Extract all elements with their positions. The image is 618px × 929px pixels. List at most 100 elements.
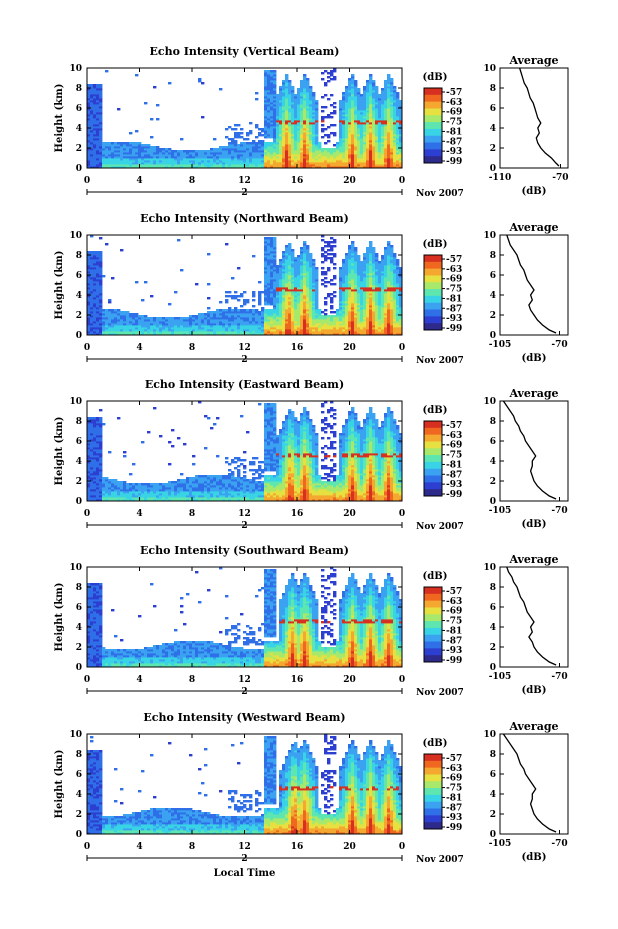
heatmap-cell (369, 74, 373, 77)
heatmap-cell (390, 112, 394, 115)
heatmap-cell (345, 158, 349, 161)
heatmap-cell (249, 132, 253, 135)
heatmap-cell (315, 142, 319, 145)
heatmap-cell (213, 158, 217, 161)
heatmap-cell (360, 166, 364, 169)
heatmap-cell (309, 158, 313, 161)
heatmap-cell (306, 136, 310, 139)
heatmap-cell (126, 164, 130, 167)
heatmap-cell (120, 156, 124, 159)
colorbar-swatch (424, 135, 442, 144)
heatmap-cell (297, 108, 301, 111)
heatmap-cell (267, 166, 271, 169)
heatmap-cell (306, 166, 310, 169)
heatmap-cell (387, 122, 391, 125)
heatmap-cell (339, 164, 343, 167)
heatmap-cell (267, 146, 271, 149)
heatmap-cell (141, 166, 145, 169)
heatmap-cell (339, 116, 343, 119)
heatmap-cell (96, 134, 100, 137)
heatmap-cell (267, 132, 271, 135)
heatmap-cell (87, 331, 91, 334)
heatmap-cell (309, 164, 313, 167)
colorbar-swatch (424, 156, 442, 164)
heatmap-cell (321, 136, 325, 139)
heatmap-cell (258, 291, 262, 294)
heatmap-cell (90, 333, 94, 336)
heatmap-cell (303, 148, 307, 151)
heatmap-cell (258, 150, 262, 153)
heatmap-cell (99, 146, 103, 149)
heatmap-cell (303, 154, 307, 157)
heatmap-cell (126, 160, 130, 163)
heatmap-cell (357, 102, 361, 105)
heatmap-cell (366, 84, 370, 87)
heatmap-cell (297, 134, 301, 137)
heatmap-cell (327, 257, 331, 260)
heatmap-cell (264, 154, 268, 157)
heatmap-cell (288, 122, 292, 125)
heatmap-cell (345, 134, 349, 137)
heatmap-cell (366, 156, 370, 159)
heatmap-cell (357, 128, 361, 131)
heatmap-cell (285, 110, 289, 113)
heatmap-cell (132, 162, 136, 165)
heatmap-cell (378, 152, 382, 155)
heatmap-cell (267, 122, 271, 125)
heatmap-cell (90, 317, 94, 320)
heatmap-cell (99, 289, 103, 292)
heatmap-cell (273, 118, 277, 121)
heatmap-cell (285, 102, 289, 105)
heatmap-cell (396, 132, 400, 135)
heatmap-cell (219, 154, 223, 157)
heatmap-cell (264, 88, 268, 91)
heatmap-cell (351, 154, 355, 157)
heatmap-cell (339, 136, 343, 139)
heatmap-cell (390, 78, 394, 81)
heatmap-cell (354, 118, 358, 121)
heatmap-cell (129, 158, 133, 161)
heatmap-cell (369, 76, 373, 79)
heatmap-cell (381, 112, 385, 115)
heatmap-cell (144, 158, 148, 161)
heatmap-cell (360, 100, 364, 103)
heatmap-cell (267, 94, 271, 97)
heatmap-cell (132, 144, 136, 147)
heatmap-cell (93, 138, 97, 141)
heatmap-cell (288, 160, 292, 163)
heatmap-cell (87, 303, 91, 306)
heatmap-cell (357, 96, 361, 99)
heatmap-cell (90, 88, 94, 91)
heatmap-cell (306, 86, 310, 89)
heatmap-cell (345, 138, 349, 141)
heatmap-cell (303, 162, 307, 165)
heatmap-cell (399, 118, 403, 121)
heatmap-cell (360, 130, 364, 133)
heatmap-cell (99, 162, 103, 165)
heatmap-cell (246, 156, 250, 159)
heatmap-cell (96, 269, 100, 272)
heatmap-cell (366, 104, 370, 107)
heatmap-cell (96, 297, 100, 300)
heatmap-cell (87, 311, 91, 314)
heatmap-cell (228, 291, 232, 294)
heatmap-cell (366, 82, 370, 85)
heatmap-cell (168, 158, 172, 161)
heatmap-cell (99, 124, 103, 127)
heatmap-cell (294, 130, 298, 133)
heatmap-cell (369, 116, 373, 119)
heatmap-cell (390, 154, 394, 157)
heatmap-cell (228, 146, 232, 149)
heatmap-cell (99, 327, 103, 330)
heatmap-cell (174, 160, 178, 163)
heatmap-cell (204, 164, 208, 167)
heatmap-cell (99, 295, 103, 298)
heatmap-cell (90, 281, 94, 284)
heatmap-cell (393, 158, 397, 161)
heatmap-cell (267, 82, 271, 85)
heatmap-cell (270, 72, 274, 75)
profile-y-tick-label: 6 (490, 104, 496, 114)
heatmap-cell (162, 158, 166, 161)
heatmap-cell (300, 92, 304, 95)
heatmap-cell (363, 116, 367, 119)
